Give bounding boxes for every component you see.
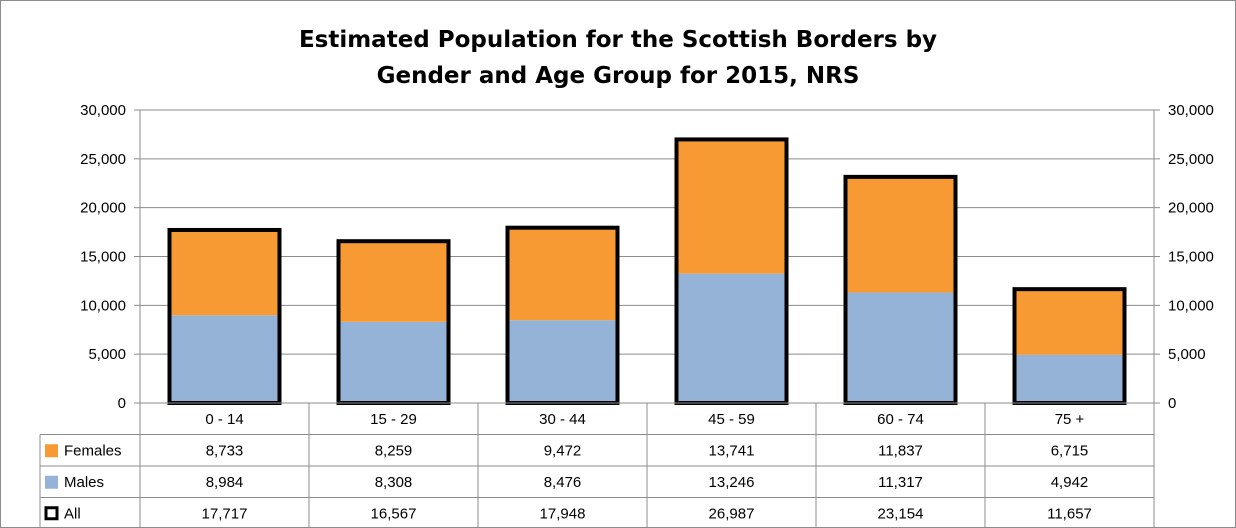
y-tick-label-right: 25,000 [1168,151,1214,168]
y-tick-label-right: 5,000 [1168,346,1206,363]
bar-females [1014,289,1125,355]
data-label: 8,984 [206,474,244,491]
bar-females [676,139,787,274]
legend-key-all [44,506,59,521]
y-tick-label-left: 20,000 [80,200,126,217]
data-label: 23,154 [878,505,924,522]
bars [167,137,1127,405]
data-table: 0 - 14 15 - 29 30 - 44 45 - 59 60 - 74 75 + Fe… [39,402,1155,528]
chart-title: Estimated Population for the Scottish Bo… [0,22,1236,94]
data-label: 16,567 [371,505,417,522]
data-label: 9,472 [544,442,582,459]
y-tick-label-left: 25,000 [80,151,126,168]
x-tick-label: 0 - 14 [205,411,243,428]
bar-females [507,227,618,321]
bar-males [507,320,618,403]
bar-males [169,315,280,403]
x-tick-label: 75 + [1055,411,1085,428]
legend-label: Males [64,474,104,491]
data-label: 11,657 [1047,505,1092,522]
data-label: 11,317 [878,474,923,491]
bar-females [845,176,956,293]
y-tick-label-left: 30,000 [80,102,126,119]
y-tick-label-left: 5,000 [88,346,126,363]
data-label: 8,733 [206,442,244,459]
x-tick-label: 60 - 74 [877,411,924,428]
y-tick-label-right: 20,000 [1168,200,1214,217]
data-label: 8,308 [375,474,413,491]
bar-males [1014,354,1125,403]
data-label: 17,948 [540,505,586,522]
data-label: 26,987 [709,505,755,522]
data-label: 17,717 [202,505,248,522]
x-tick-label: 30 - 44 [539,411,586,428]
data-label: 4,942 [1051,474,1089,491]
data-label: 13,246 [709,474,755,491]
bar-males [676,273,787,403]
bar-females [169,229,280,316]
chart-title-line-2: Gender and Age Group for 2015, NRS [376,63,860,89]
bar-females [338,241,449,322]
data-label: 6,715 [1051,442,1089,459]
y-tick-label-right: 10,000 [1168,297,1214,314]
legend-label: All [64,505,81,522]
data-label: 11,837 [878,442,923,459]
legend-key-males [45,475,58,489]
data-label: 8,476 [544,474,582,491]
data-label: 13,741 [709,442,755,459]
data-label: 8,259 [375,442,413,459]
x-tick-label: 45 - 59 [708,411,755,428]
y-tick-label-right: 15,000 [1168,249,1214,266]
legend-key-females [45,444,58,458]
axes: 0 0 5,000 5,000 10,000 10,000 15,000 15,000 20,0… [80,102,1214,412]
legend-label: Females [64,442,122,459]
bar-males [845,292,956,403]
y-tick-label-left: 0 [118,395,126,412]
bar-males [338,321,449,403]
y-tick-label-right: 0 [1168,395,1176,412]
chart-title-line-1: Estimated Population for the Scottish Bo… [298,27,938,53]
x-tick-label: 15 - 29 [370,411,417,428]
y-tick-label-right: 30,000 [1168,102,1214,119]
y-tick-label-left: 15,000 [80,249,126,266]
grid-lines [140,109,1154,355]
y-tick-label-left: 10,000 [80,297,126,314]
